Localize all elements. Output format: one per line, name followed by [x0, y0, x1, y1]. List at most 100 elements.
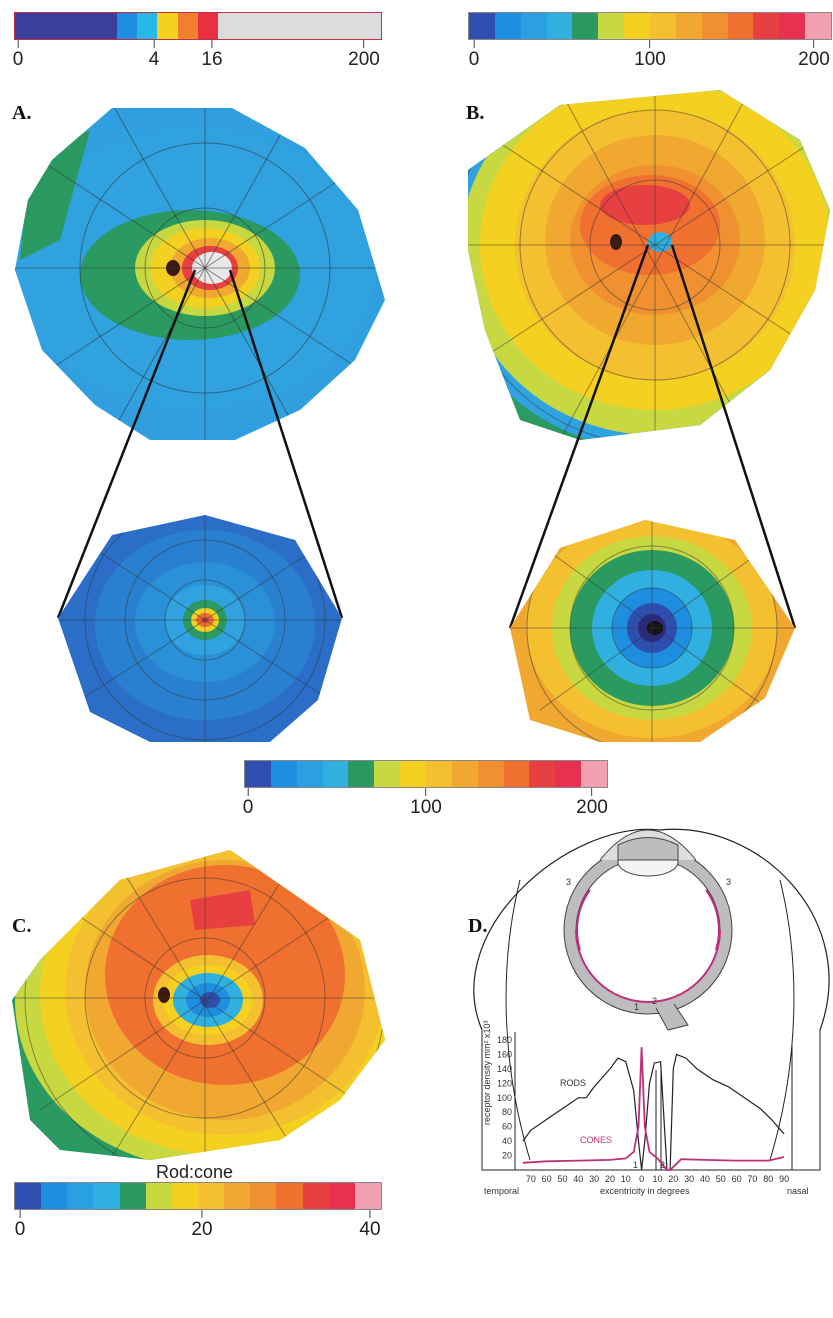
zoom-lines-a [56, 269, 344, 619]
scale-segment [328, 1183, 355, 1209]
scale-segment [354, 1183, 381, 1209]
y-tick-label: 40 [502, 1136, 512, 1146]
scale-segment [145, 1183, 172, 1209]
scale-segment [400, 761, 427, 787]
tick-label: 4 [149, 40, 160, 71]
y-tick-labels: 180 160 140 120 100 80 60 40 20 [497, 1035, 512, 1161]
y-tick-label: 140 [497, 1064, 512, 1074]
scale-segment [245, 761, 271, 787]
scale-segment [624, 13, 651, 39]
scale-segment [171, 1183, 198, 1209]
y-tick-label: 180 [497, 1035, 512, 1045]
eye-mark: 1 [634, 1002, 639, 1012]
scale-segment [279, 13, 300, 39]
scale-segment [753, 13, 780, 39]
scale-segment [650, 13, 676, 39]
rod-density-map-a [15, 108, 385, 440]
scale-segment [224, 1183, 251, 1209]
rod-cone-scale-title: Rod:cone [156, 1162, 234, 1182]
scale-segment [218, 13, 239, 39]
axis-mark: 2 [660, 1160, 665, 1170]
scale-segment [177, 13, 198, 39]
scale-segment [520, 13, 547, 39]
scale-segment [546, 13, 573, 39]
y-tick-label: 80 [502, 1107, 512, 1117]
x-axis-label: excentricity in degrees [600, 1186, 690, 1196]
eye-mark: 3 [566, 877, 571, 887]
scale-segment [96, 13, 117, 39]
scale-segment [503, 761, 530, 787]
scale-segment [35, 13, 56, 39]
scale-segment [136, 13, 158, 39]
cones-label: CONES [580, 1135, 612, 1145]
scale-bar-b [468, 12, 832, 40]
scale-segment [41, 1183, 68, 1209]
scale-bar-rod-cone [14, 1182, 382, 1210]
scale-ticks-b: 0 100 200 [468, 40, 830, 70]
scale-segment [477, 761, 504, 787]
scale-segment [270, 761, 297, 787]
tick-label: 0 [15, 1210, 26, 1241]
scale-segment [276, 1183, 303, 1209]
tick-label: 20 [191, 1210, 212, 1241]
tick-label: 200 [576, 788, 608, 819]
scale-segment [250, 1183, 277, 1209]
scale-ticks-rod-cone: 0 20 40 [14, 1210, 381, 1241]
tick-label: 16 [201, 40, 222, 71]
scale-segment [340, 13, 361, 39]
scale-segment [374, 761, 401, 787]
scale-segment [469, 13, 495, 39]
panel-label-b: B. [466, 102, 485, 124]
x-tick-labels: 70 60 50 40 30 20 10 0 10 20 30 40 50 60 70 80 90 [526, 1174, 789, 1184]
x-tick-label: 40 [700, 1174, 710, 1184]
x-tick-label: 80 [763, 1174, 773, 1184]
scale-segment [197, 1183, 225, 1209]
x-tick-label: 70 [526, 1174, 536, 1184]
panel-label-c: C. [12, 915, 32, 937]
scale-segment [360, 13, 381, 39]
scale-segment [67, 1183, 94, 1209]
scale-segment [529, 761, 556, 787]
y-tick-label: 20 [502, 1151, 512, 1161]
rods-label: RODS [560, 1078, 586, 1088]
scale-segment [581, 761, 608, 787]
tick-label: 0 [243, 788, 254, 819]
scale-segment [779, 13, 806, 39]
scale-segment [727, 13, 754, 39]
rod-cone-ratio-map-c [12, 850, 385, 1160]
scale-segment [75, 13, 97, 39]
scale-segment [805, 13, 832, 39]
scale-segment [55, 13, 76, 39]
panel-label-a: A. [12, 102, 32, 124]
x-tick-label: 60 [732, 1174, 742, 1184]
scale-segment [15, 13, 36, 39]
scale-segment [319, 13, 341, 39]
scale-segment [302, 1183, 329, 1209]
rods-curve [522, 1053, 785, 1171]
scale-ticks-middle: 0 100 200 [243, 788, 608, 819]
cones-curve [522, 1047, 785, 1171]
x-tick-label: 20 [668, 1174, 678, 1184]
axis-mark: 1 [633, 1160, 638, 1170]
scale-segment [675, 13, 702, 39]
x-tick-label: 40 [573, 1174, 583, 1184]
tick-label: 0 [469, 40, 480, 71]
scale-segment [598, 13, 625, 39]
x-tick-label: 70 [747, 1174, 757, 1184]
scale-ticks-a: 0 4 16 200 [13, 40, 380, 71]
y-tick-label: 60 [502, 1122, 512, 1132]
x-tick-label: 50 [716, 1174, 726, 1184]
eye-mark: 2 [652, 996, 657, 1006]
scale-segment [157, 13, 178, 39]
scale-segment [116, 13, 137, 39]
scale-segment [299, 13, 320, 39]
zoom-lines-b [508, 244, 797, 629]
x-tick-label: 20 [605, 1174, 615, 1184]
y-axis-label: receptor density mm² x10³ [482, 1020, 492, 1125]
x-tick-label: 90 [779, 1174, 789, 1184]
nasal-label: nasal [787, 1186, 809, 1196]
temporal-label: temporal [484, 1186, 519, 1196]
scale-segment [119, 1183, 146, 1209]
